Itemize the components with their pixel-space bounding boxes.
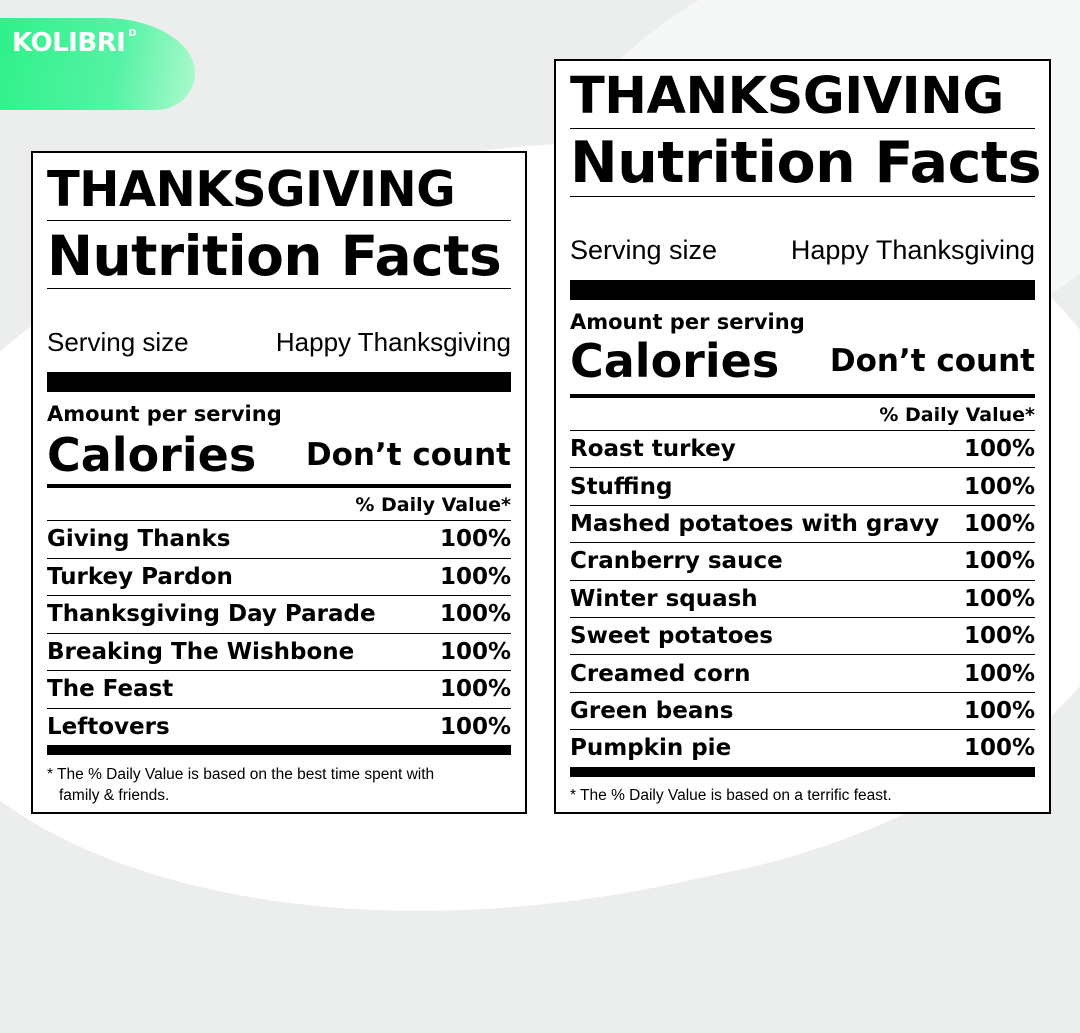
serving-size-row: Serving size Happy Thanksgiving xyxy=(47,327,511,358)
nutrient-list: Giving Thanks 100% Turkey Pardon 100% Than… xyxy=(47,520,511,745)
nutrient-row: Thanksgiving Day Parade 100% xyxy=(47,595,511,633)
nutrient-value: 100% xyxy=(439,526,511,553)
thick-divider xyxy=(570,280,1035,300)
nutrient-name: Mashed potatoes with gravy xyxy=(570,510,940,537)
nutrient-row: Breaking The Wishbone 100% xyxy=(47,632,511,671)
nutrient-row: Winter squash 100% xyxy=(570,579,1035,617)
nutrient-row: Pumpkin pie 100% xyxy=(570,729,1035,766)
divider xyxy=(570,196,1035,197)
brand-logo: KOLIBRI D xyxy=(12,28,137,58)
nutrient-row: Giving Thanks 100% xyxy=(47,520,511,558)
nutrient-row: Sweet potatoes 100% xyxy=(570,616,1035,654)
calories-value: Don’t count xyxy=(829,343,1035,379)
nutrient-name: Winter squash xyxy=(570,585,758,612)
label-subtitle: Nutrition Facts xyxy=(570,130,1042,196)
serving-size-label: Serving size xyxy=(570,235,718,265)
footnote-line: * The % Daily Value is based on the best… xyxy=(47,766,435,783)
nutrient-name: The Feast xyxy=(47,676,174,703)
calories-row: Calories Don’t count xyxy=(570,334,1035,388)
nutrient-row: Turkey Pardon 100% xyxy=(47,557,511,596)
thick-divider xyxy=(47,372,511,392)
nutrient-name: Turkey Pardon xyxy=(47,563,233,590)
nutrient-value: 100% xyxy=(439,601,511,628)
divider xyxy=(47,220,511,221)
serving-size-row: Serving size Happy Thanksgiving xyxy=(570,235,1035,266)
nutrient-value: 100% xyxy=(963,660,1035,687)
nutrient-name: Stuffing xyxy=(570,473,673,500)
nutrient-name: Creamed corn xyxy=(570,660,751,687)
amount-per-serving: Amount per serving xyxy=(570,310,805,334)
daily-value-header: % Daily Value* xyxy=(355,494,511,516)
calories-label: Calories xyxy=(47,428,257,482)
serving-size-label: Serving size xyxy=(47,327,189,357)
nutrient-name: Cranberry sauce xyxy=(570,548,783,575)
amount-per-serving: Amount per serving xyxy=(47,402,282,426)
nutrient-row: Green beans 100% xyxy=(570,691,1035,729)
calories-row: Calories Don’t count xyxy=(47,428,511,482)
nutrient-value: 100% xyxy=(963,585,1035,612)
nutrient-value: 100% xyxy=(963,436,1035,463)
brand-logo-shape xyxy=(0,18,195,110)
nutrient-value: 100% xyxy=(963,548,1035,575)
nutrient-value: 100% xyxy=(963,735,1035,762)
nutrient-name: Giving Thanks xyxy=(47,526,231,553)
nutrient-name: Breaking The Wishbone xyxy=(47,638,355,665)
serving-size-value: Happy Thanksgiving xyxy=(275,327,511,357)
nutrient-name: Thanksgiving Day Parade xyxy=(47,601,376,628)
label-title: THANKSGIVING xyxy=(570,67,1004,126)
thick-divider xyxy=(570,766,1035,777)
calories-label: Calories xyxy=(570,334,780,388)
nutrient-row: The Feast 100% xyxy=(47,670,511,708)
serving-size-value: Happy Thanksgiving xyxy=(790,235,1035,265)
footnote-line: family & friends. xyxy=(59,786,170,804)
nutrition-label-left: THANKSGIVING Nutrition Facts Serving siz… xyxy=(31,151,527,814)
nutrient-name: Pumpkin pie xyxy=(570,735,732,762)
nutrient-value: 100% xyxy=(439,638,511,665)
nutrient-row: Leftovers 100% xyxy=(47,707,511,746)
label-title: THANKSGIVING xyxy=(47,161,456,218)
nutrient-name: Roast turkey xyxy=(570,436,736,463)
thick-divider xyxy=(47,745,511,755)
label-subtitle: Nutrition Facts xyxy=(47,224,502,288)
nutrient-list: Roast turkey 100% Stuffing 100% Mashed pot… xyxy=(570,430,1035,767)
daily-value-header: % Daily Value* xyxy=(879,404,1035,426)
nutrient-name: Green beans xyxy=(570,697,734,724)
footnote: * The % Daily Value is based on a terrif… xyxy=(570,787,1035,805)
nutrient-row: Stuffing 100% xyxy=(570,467,1035,504)
nutrient-value: 100% xyxy=(963,697,1035,724)
nutrient-row: Creamed corn 100% xyxy=(570,654,1035,691)
nutrient-value: 100% xyxy=(963,510,1035,537)
divider xyxy=(570,128,1035,129)
nutrient-name: Sweet potatoes xyxy=(570,623,773,650)
nutrient-value: 100% xyxy=(439,563,511,590)
nutrient-value: 100% xyxy=(963,623,1035,650)
nutrient-value: 100% xyxy=(963,473,1035,500)
nutrition-label-right: THANKSGIVING Nutrition Facts Serving siz… xyxy=(554,59,1051,814)
footnote-line: * The % Daily Value is based on a terrif… xyxy=(570,786,892,804)
divider xyxy=(47,484,511,488)
nutrient-value: 100% xyxy=(439,676,511,703)
divider xyxy=(47,288,511,289)
calories-value: Don’t count xyxy=(305,437,511,473)
brand-logo-mark: D xyxy=(128,28,137,39)
nutrient-row: Mashed potatoes with gravy 100% xyxy=(570,504,1035,542)
nutrient-name: Leftovers xyxy=(47,713,170,740)
nutrient-row: Roast turkey 100% xyxy=(570,430,1035,467)
divider xyxy=(570,394,1035,398)
nutrient-row: Cranberry sauce 100% xyxy=(570,542,1035,579)
footnote: * The % Daily Value is based on the best… xyxy=(47,765,511,807)
brand-logo-text: KOLIBRI xyxy=(12,28,126,58)
nutrient-value: 100% xyxy=(439,713,511,740)
